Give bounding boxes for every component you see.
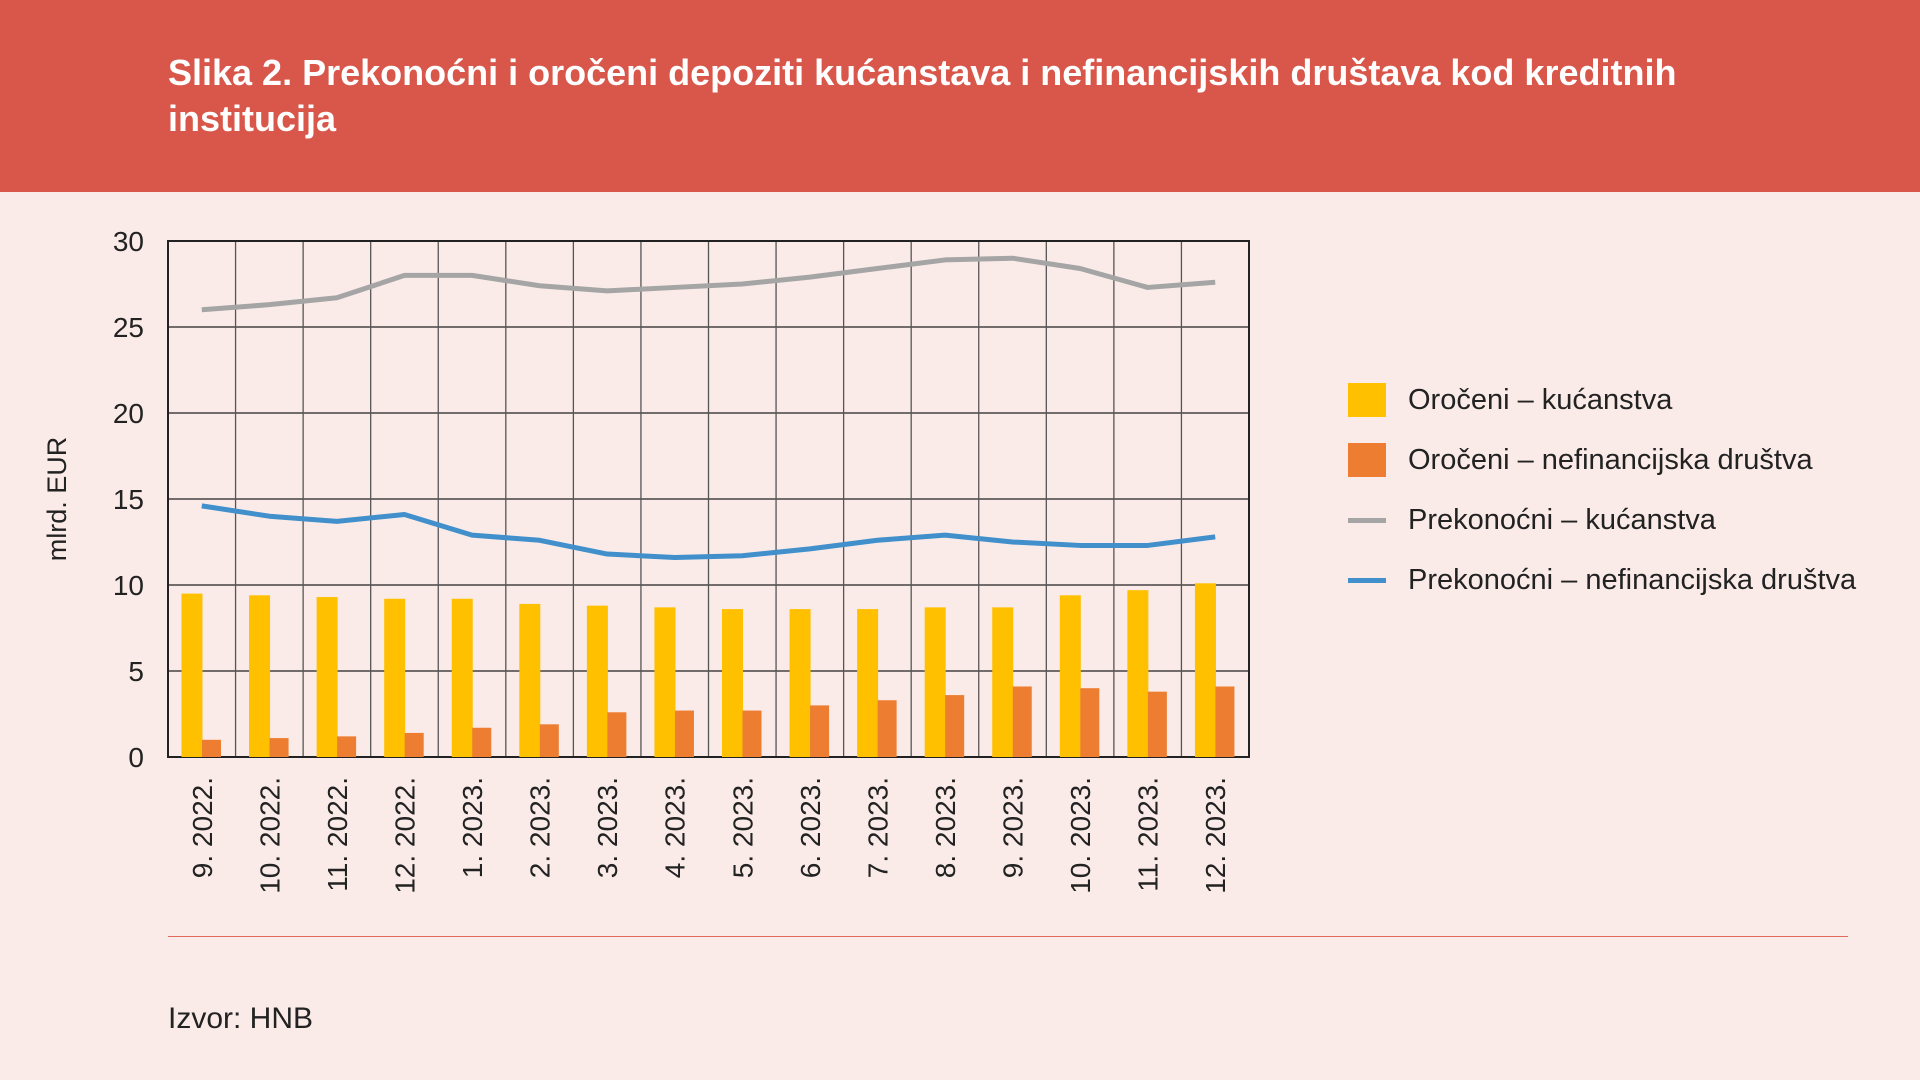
y-tick-label: 30 [113,226,144,257]
bar-orocheni-nefin [337,736,357,757]
x-tick-label: 6. 2023. [795,777,826,878]
legend-swatch-yellow [1348,383,1386,417]
x-tick-label: 11. 2022. [322,777,353,892]
bar-orocheni-nefin [1215,686,1235,757]
bar-orocheni-kucanstva [519,603,541,757]
divider [168,936,1848,937]
bar-orocheni-kucanstva [316,597,338,757]
bar-orocheni-kucanstva [992,607,1014,757]
x-tick-label: 5. 2023. [727,777,758,878]
y-tick-label: 20 [113,398,144,429]
bar-orocheni-kucanstva [384,598,406,757]
legend-item: Oročeni – nefinancijska društva [1348,430,1856,490]
x-tick-label: 7. 2023. [862,777,893,878]
line-prekonocni-nefin [201,503,1216,560]
y-tick-label: 25 [113,312,144,343]
x-tick-label: 2. 2023. [525,777,556,878]
bar-orocheni-nefin [1147,691,1167,757]
bar-orocheni-nefin [1080,688,1100,757]
bar-orocheni-kucanstva [181,593,203,757]
bar-orocheni-kucanstva [654,607,676,757]
x-tick-label: 3. 2023. [592,777,623,878]
bar-orocheni-nefin [674,710,694,757]
x-tick-label: 10. 2022. [254,777,285,894]
y-tick-label: 0 [128,742,144,773]
x-tick-label: 12. 2023. [1200,777,1231,894]
bar-orocheni-nefin [810,705,830,757]
legend-label: Oročeni – kućanstva [1408,383,1673,416]
x-tick-label: 9. 2022. [187,777,218,878]
bar-orocheni-nefin [742,710,762,757]
legend-item: Prekonoćni – nefinancijska društva [1348,550,1856,610]
y-tick-label: 5 [128,656,144,687]
bar-orocheni-nefin [607,712,627,757]
bar-orocheni-kucanstva [722,609,743,757]
legend-label: Oročeni – nefinancijska društva [1408,443,1813,476]
x-tick-label: 12. 2022. [389,777,420,894]
x-tick-label: 8. 2023. [930,777,961,878]
y-tick-label: 10 [113,570,144,601]
bar-orocheni-nefin [945,695,965,757]
bar-orocheni-nefin [202,739,221,757]
bar-orocheni-kucanstva [451,598,473,757]
bar-orocheni-kucanstva [1127,590,1149,757]
bar-orocheni-nefin [472,727,492,757]
legend: Oročeni – kućanstva Oročeni – nefinancij… [1348,370,1856,610]
bar-orocheni-kucanstva [1059,595,1081,757]
bar-orocheni-nefin [404,732,424,757]
x-tick-label: 4. 2023. [660,777,691,878]
bar-orocheni-kucanstva [857,609,879,757]
x-tick-label: 10. 2023. [1065,777,1096,894]
bar-orocheni-kucanstva [586,605,608,757]
legend-item: Oročeni – kućanstva [1348,370,1856,430]
legend-swatch-orange [1348,443,1386,477]
bar-orocheni-nefin [1012,686,1032,757]
header-band: Slika 2. Prekonoćni i oročeni depoziti k… [0,0,1920,192]
bar-orocheni-kucanstva [1194,583,1216,757]
chart-title: Slika 2. Prekonoćni i oročeni depoziti k… [168,52,1677,139]
y-axis-label: mlrd. EUR [42,437,72,562]
x-tick-label: 1. 2023. [457,777,488,878]
source-note: Izvor: HNB [168,1002,314,1035]
legend-label: Prekonoćni – kućanstva [1408,503,1716,536]
bar-orocheni-nefin [269,738,289,757]
x-tick-label: 9. 2023. [998,777,1029,878]
plot-frame [167,240,1250,758]
legend-label: Prekonoćni – nefinancijska društva [1408,563,1857,596]
bar-orocheni-kucanstva [249,595,271,757]
legend-line-blue [1348,577,1386,583]
bar-orocheni-kucanstva [789,609,811,757]
bar-orocheni-nefin [539,724,559,757]
bar-orocheni-nefin [877,700,897,757]
line-prekonocni-kucanstva [201,255,1216,313]
legend-line-gray [1348,517,1386,523]
x-tick-label: 11. 2023. [1133,777,1164,892]
bar-orocheni-kucanstva [924,607,946,757]
legend-item: Prekonoćni – kućanstva [1348,490,1856,550]
y-tick-label: 15 [113,484,144,515]
